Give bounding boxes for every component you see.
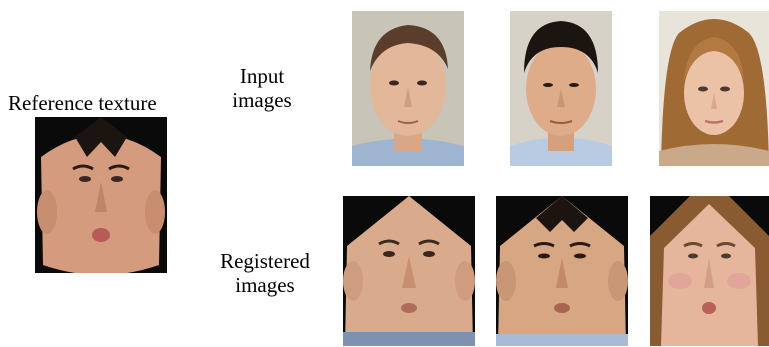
input-images-label-line1: Input [239, 64, 285, 88]
input-image-1 [352, 11, 464, 166]
registered-image-2 [496, 196, 628, 346]
input-images-label: Input images [214, 64, 310, 112]
registered-images-label-line2: images [235, 273, 295, 298]
input-image-3 [659, 11, 769, 166]
registered-images-label: Registered images [205, 249, 325, 297]
reference-texture-label: Reference texture [8, 91, 157, 115]
registered-images-label-line1: Registered [220, 249, 310, 273]
reference-texture-image [35, 117, 167, 273]
registered-image-3 [650, 196, 769, 346]
input-images-label-line2: images [232, 88, 292, 113]
input-image-2 [510, 11, 612, 166]
registered-image-1 [343, 196, 475, 346]
